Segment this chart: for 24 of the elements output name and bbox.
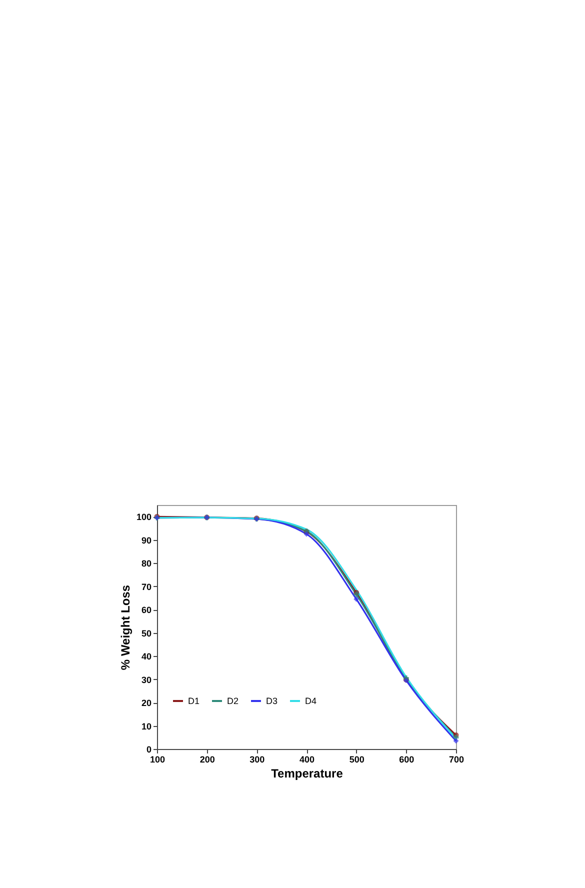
y-tick-label: 0 xyxy=(146,744,152,754)
y-tick-label: 10 xyxy=(141,721,152,732)
y-tick-label: 50 xyxy=(141,628,152,638)
y-tick-label: 40 xyxy=(141,652,152,662)
y-tick-label: 20 xyxy=(141,698,152,708)
x-tick-label: 400 xyxy=(299,754,315,764)
y-axis-title: % Weight Loss xyxy=(118,584,132,670)
x-tick-label: 700 xyxy=(448,754,464,764)
y-tick-label: 60 xyxy=(141,605,152,616)
legend-label: D2 xyxy=(227,696,239,706)
x-tick-label: 300 xyxy=(250,754,265,764)
x-axis-title: Temperature xyxy=(271,766,344,780)
x-tick-label: 100 xyxy=(150,754,166,764)
legend-label: D3 xyxy=(266,696,278,706)
x-tick-label: 600 xyxy=(399,754,414,764)
y-tick-label: 80 xyxy=(141,558,152,569)
y-tick-label: 30 xyxy=(141,674,152,685)
y-tick-label: 70 xyxy=(141,582,152,592)
legend-label: D4 xyxy=(305,696,317,706)
y-tick-label: 100 xyxy=(136,512,152,522)
x-tick-label: 200 xyxy=(200,754,215,764)
x-tick-label: 500 xyxy=(349,754,364,764)
legend-label: D1 xyxy=(188,696,200,706)
y-tick-label: 90 xyxy=(141,535,152,546)
